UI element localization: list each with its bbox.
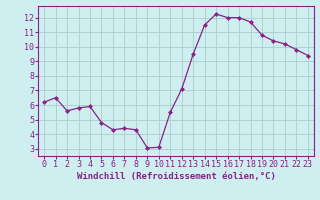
X-axis label: Windchill (Refroidissement éolien,°C): Windchill (Refroidissement éolien,°C) xyxy=(76,172,276,181)
